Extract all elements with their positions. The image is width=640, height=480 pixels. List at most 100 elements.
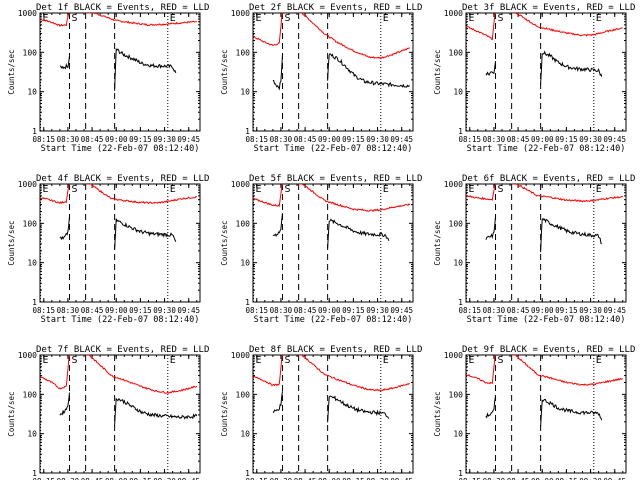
- marker-label: E: [43, 355, 49, 366]
- x-tick-label: 08:30: [57, 306, 80, 315]
- x-tick-label: 09:00: [318, 477, 341, 480]
- y-tick-label: 1000: [18, 351, 37, 360]
- lld-series-line-seg1: [466, 184, 496, 201]
- marker-label: S: [72, 355, 78, 366]
- chart-panel-4: Det 4f BLACK = Events, RED = LLD 1 10 100 10…: [7, 174, 209, 325]
- chart-title: Det 9f BLACK = Events, RED = LLD: [462, 345, 635, 355]
- x-tick-label: 09:00: [318, 306, 341, 315]
- y-tick-label: 1: [32, 127, 37, 136]
- lld-series-line-seg2: [511, 184, 624, 203]
- plot-frame: [252, 12, 414, 132]
- y-tick-label: 10: [27, 88, 37, 97]
- chart-panel-1: Det 1f BLACK = Events, RED = LLD 1 10 100 10…: [7, 3, 209, 154]
- y-axis-label: Counts/sec: [7, 220, 16, 265]
- x-tick-label: 09:45: [177, 477, 200, 480]
- x-tick-label: 08:15: [245, 135, 268, 144]
- x-tick-label: 09:45: [390, 477, 413, 480]
- marker-label: S: [498, 13, 504, 24]
- y-tick-label: 100: [449, 48, 464, 57]
- marker-label: E: [383, 355, 389, 366]
- y-tick-label: 1000: [444, 351, 463, 360]
- events-series-line-seg2: [540, 217, 603, 253]
- chart-panel-5: Det 5f BLACK = Events, RED = LLD 1 10 100 10…: [220, 174, 422, 325]
- marker-label: E: [170, 13, 176, 24]
- x-tick-label: 08:30: [483, 306, 506, 315]
- events-series-line-seg2: [327, 395, 390, 423]
- marker-label: S: [498, 184, 504, 195]
- y-tick-label: 100: [23, 219, 38, 228]
- marker-label: E: [256, 184, 262, 195]
- x-tick-label: 09:15: [129, 135, 152, 144]
- x-tick-label: 08:45: [81, 135, 104, 144]
- x-tick-label: 09:45: [177, 306, 200, 315]
- marker-label: S: [498, 355, 504, 366]
- x-tick-label: 08:30: [57, 135, 80, 144]
- y-axis-label: Counts/sec: [220, 49, 229, 94]
- x-axis-label: Start Time (22-Feb-07 08:12:40): [254, 144, 413, 154]
- y-tick-label: 10: [27, 430, 37, 439]
- marker-label: E: [170, 355, 176, 366]
- y-tick-label: 1: [458, 469, 463, 478]
- lld-series-line-seg2: [85, 184, 198, 205]
- events-series-line-seg1: [272, 391, 283, 413]
- y-tick-label: 1: [245, 469, 250, 478]
- x-tick-label: 08:45: [507, 477, 530, 480]
- x-axis-label: Start Time (22-Feb-07 08:12:40): [41, 144, 200, 154]
- lld-series-line-seg1: [253, 184, 283, 207]
- x-tick-label: 08:45: [507, 306, 530, 315]
- lld-series-line-seg1: [40, 184, 70, 205]
- x-axis-label: Start Time (22-Feb-07 08:12:40): [467, 315, 626, 325]
- y-tick-label: 1000: [231, 9, 250, 18]
- chart-title: Det 1f BLACK = Events, RED = LLD: [36, 3, 209, 13]
- x-tick-label: 09:30: [366, 477, 389, 480]
- y-tick-label: 1000: [444, 180, 463, 189]
- events-series-line-seg2: [114, 48, 177, 91]
- lld-series-line-seg1: [253, 13, 283, 46]
- events-series-line-seg1: [485, 396, 496, 419]
- x-tick-label: 08:15: [458, 135, 481, 144]
- y-axis-label: Counts/sec: [220, 391, 229, 436]
- y-tick-label: 1000: [231, 351, 250, 360]
- x-tick-label: 08:45: [294, 135, 317, 144]
- x-tick-label: 09:00: [105, 306, 128, 315]
- marker-label: E: [43, 184, 49, 195]
- marker-label: S: [285, 355, 291, 366]
- lld-series-line-seg1: [40, 13, 70, 27]
- x-tick-label: 09:15: [129, 306, 152, 315]
- lld-series-line-seg1: [466, 13, 496, 41]
- x-tick-label: 09:45: [603, 306, 626, 315]
- lld-series-line-seg2: [298, 13, 410, 60]
- plot-frame: [465, 354, 627, 474]
- lld-series-line-seg1: [466, 355, 496, 385]
- events-series-line-seg2: [114, 397, 198, 426]
- plot-frame: [465, 183, 627, 303]
- lld-series-line-seg2: [511, 355, 623, 387]
- x-tick-label: 08:45: [81, 477, 104, 480]
- x-tick-label: 08:30: [270, 477, 293, 480]
- chart-panel-7: Det 7f BLACK = Events, RED = LLD 1 10 100 10…: [7, 345, 209, 480]
- events-series-line-seg1: [485, 216, 496, 240]
- x-tick-label: 09:45: [603, 477, 626, 480]
- y-tick-label: 1: [245, 127, 250, 136]
- x-tick-label: 08:30: [483, 135, 506, 144]
- x-tick-label: 09:00: [105, 135, 128, 144]
- marker-label: E: [43, 13, 49, 24]
- events-series-line-seg1: [485, 61, 496, 77]
- x-tick-label: 09:15: [555, 306, 578, 315]
- y-axis-label: Counts/sec: [433, 49, 442, 94]
- x-tick-label: 08:45: [294, 477, 317, 480]
- chart-panel-9: Det 9f BLACK = Events, RED = LLD 1 10 100 10…: [433, 345, 635, 480]
- y-tick-label: 1: [458, 298, 463, 307]
- lld-series-line-seg1: [253, 355, 283, 387]
- x-tick-label: 08:15: [245, 306, 268, 315]
- marker-label: S: [72, 13, 78, 24]
- x-tick-label: 08:30: [270, 306, 293, 315]
- x-tick-label: 09:15: [342, 477, 365, 480]
- x-tick-label: 08:15: [32, 477, 55, 480]
- plot-frame: [252, 354, 414, 474]
- x-tick-label: 09:15: [342, 135, 365, 144]
- marker-label: E: [469, 184, 475, 195]
- y-axis-label: Counts/sec: [433, 220, 442, 265]
- plot-frame: [39, 12, 201, 132]
